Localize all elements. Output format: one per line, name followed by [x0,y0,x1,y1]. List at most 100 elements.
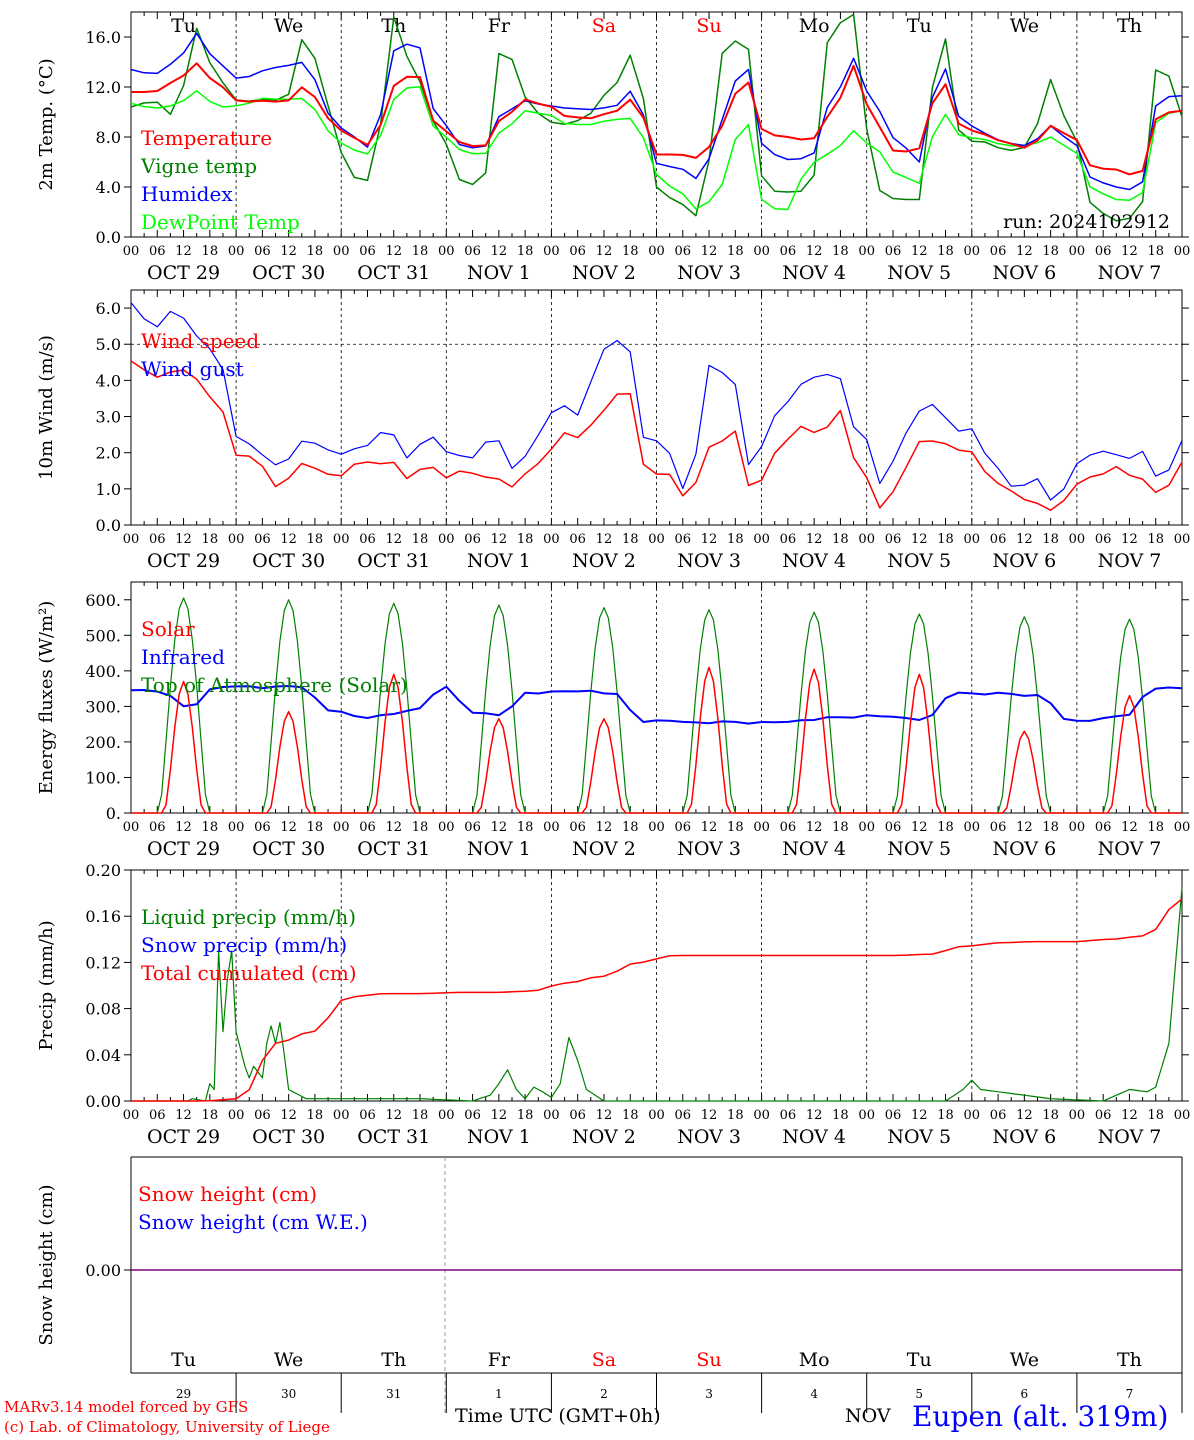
precip-hour-label: 00 [1069,1108,1086,1123]
wind-hour-label: 00 [333,532,350,547]
precip-legend-item: Liquid precip (mm/h) [141,905,356,929]
energy-legend-item: Infrared [141,645,225,669]
energy-hour-label: 12 [1016,820,1033,835]
precip-y-tick-label: 0.04 [85,1046,121,1065]
x-axis-title: Time UTC (GMT+0h) [455,1405,661,1427]
energy-hour-label: 18 [1147,820,1164,835]
temperature-date-label: NOV 1 [467,262,531,284]
wind-y-tick-label: 0.0 [96,516,121,535]
wind-hour-label: 06 [675,532,692,547]
precip-hour-label: 18 [622,1108,639,1123]
temperature-series-temperature [131,62,1183,176]
energy-hour-label: 00 [648,820,665,835]
wind-hour-label: 06 [254,532,271,547]
precip-hour-label: 00 [753,1108,770,1123]
snow-legend-item: Snow height (cm W.E.) [138,1210,368,1234]
energy-date-label: NOV 4 [782,838,846,860]
temperature-hour-label: 00 [438,244,455,259]
wind-y-tick-label: 2.0 [96,444,121,463]
energy-series-infrared [130,685,1183,725]
energy-date-label: NOV 7 [1098,838,1162,860]
precip-y-axis-label: Precip (mm/h) [36,920,57,1050]
temperature-legend-item: Humidex [141,182,233,206]
precip-hour-label: 18 [412,1108,429,1123]
temperature-date-label: NOV 7 [1098,262,1162,284]
wind-hour-label: 18 [832,532,849,547]
wind-hour-label: 18 [202,532,219,547]
wind-hour-label: 18 [307,532,324,547]
snow-day-number: 7 [1126,1387,1134,1401]
precip-hour-label: 06 [780,1108,797,1123]
snow-panel: 0.00 Snow height (cm) Snow height (cm) Snow… [36,1156,1183,1413]
wind-hour-label: 00 [1174,532,1191,547]
energy-hour-label: 18 [412,820,429,835]
energy-hour-label: 12 [280,820,297,835]
wind-date-label: NOV 4 [782,550,846,572]
temperature-legend-item: Vigne temp [140,154,257,178]
precip-hour-label: 18 [1147,1108,1164,1123]
energy-date-label: NOV 6 [992,838,1056,860]
temperature-hour-label: 18 [412,244,429,259]
wind-hour-label: 06 [359,532,376,547]
temperature-series-vigne-temp [130,13,1183,222]
precip-hour-label: 18 [517,1108,534,1123]
precip-hour-label: 18 [202,1108,219,1123]
snow-day-number: 29 [176,1387,191,1401]
precip-date-label: NOV 3 [677,1126,741,1148]
precip-hour-label: 12 [701,1108,718,1123]
wind-hour-label: 06 [885,532,902,547]
wind-hour-label: 06 [1095,532,1112,547]
precip-hour-label: 00 [123,1108,140,1123]
temperature-date-label: OCT 30 [252,262,325,284]
energy-date-label: OCT 30 [252,838,325,860]
wind-hour-label: 00 [964,532,981,547]
precip-hour-label: 00 [543,1108,560,1123]
temperature-date-label: NOV 5 [887,262,951,284]
wind-hour-label: 00 [228,532,245,547]
precip-hour-label: 06 [254,1108,271,1123]
wind-hour-label: 00 [123,532,140,547]
precip-y-tick-label: 0.00 [85,1092,121,1111]
precip-legend-item: Snow precip (mm/h) [141,933,347,957]
wind-y-tick-label: 1.0 [96,480,121,499]
precip-hour-label: 00 [438,1108,455,1123]
wind-hour-label: 12 [491,532,508,547]
snow-day-number: 6 [1021,1387,1029,1401]
precip-hour-label: 12 [280,1108,297,1123]
precip-hour-label: 18 [727,1108,744,1123]
temperature-date-label: NOV 6 [992,262,1056,284]
energy-y-tick-label: 0. [106,804,121,823]
wind-y-tick-label: 4.0 [96,371,121,390]
snow-day-number: 30 [281,1387,296,1401]
temperature-weekday-label: Tu [907,15,932,37]
energy-hour-label: 00 [228,820,245,835]
precip-date-label: NOV 1 [467,1126,531,1148]
month-label: NOV [845,1405,891,1427]
energy-hour-label: 06 [464,820,481,835]
energy-hour-label: 12 [596,820,613,835]
energy-hour-label: 06 [1095,820,1112,835]
precip-hour-label: 18 [832,1108,849,1123]
wind-hour-label: 06 [464,532,481,547]
energy-hour-label: 12 [911,820,928,835]
temperature-weekday-label: We [274,15,303,37]
temperature-hour-label: 18 [517,244,534,259]
wind-panel: 00 06 12 18 00 06 12 18 00 06 12 18 00 06 12 18 00 06 12 18… [36,289,1191,572]
temperature-hour-label: 00 [964,244,981,259]
snow-day-number: 31 [386,1387,401,1401]
energy-y-tick-label: 300. [85,697,121,716]
wind-hour-label: 06 [149,532,166,547]
energy-hour-label: 00 [438,820,455,835]
snow-weekday-label: Th [1117,1349,1142,1371]
energy-hour-label: 00 [543,820,560,835]
temperature-hour-label: 00 [228,244,245,259]
snow-weekday-label: Tu [907,1349,932,1371]
snow-day-number: 5 [915,1387,923,1401]
energy-hour-label: 00 [753,820,770,835]
energy-hour-label: 12 [491,820,508,835]
precip-hour-label: 06 [569,1108,586,1123]
precip-hour-label: 06 [464,1108,481,1123]
energy-legend-item: Top of Atmosphere (Solar) [141,673,408,697]
snow-day-number: 4 [810,1387,818,1401]
wind-y-tick-label: 6.0 [96,299,121,318]
